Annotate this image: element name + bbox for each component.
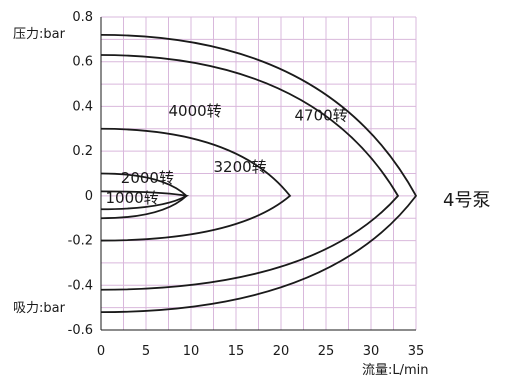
pump-label: 4号泵 (443, 190, 490, 211)
grid (100, 16, 417, 331)
x-tick-label: 10 (183, 344, 200, 359)
y-tick-label: 0.4 (72, 99, 93, 114)
x-tick-label: 30 (363, 344, 380, 359)
y-tick-label: -0.6 (68, 323, 93, 338)
y-axis-label-bottom: 吸力:bar (13, 301, 66, 316)
y-tick-label: 0.8 (72, 10, 93, 25)
curves (100, 33, 418, 314)
series-label: 4700转 (295, 106, 348, 124)
series-label: 1000转 (106, 189, 159, 207)
y-axis-label-top: 压力:bar (13, 27, 66, 42)
labels: 压力:bar 吸力:bar 流量:L/min 4号泵 1000转 2000转 320… (13, 27, 490, 378)
y-tick-label: 0 (85, 189, 93, 204)
x-tick-label: 35 (408, 344, 425, 359)
series-label: 4000转 (169, 102, 222, 120)
series-label: 2000转 (121, 169, 174, 187)
x-tick-label: 15 (228, 344, 245, 359)
series-line (100, 127, 292, 242)
series-label: 3200转 (214, 158, 267, 176)
y-tick-label: 0.2 (72, 144, 93, 159)
x-tick-label: 20 (273, 344, 290, 359)
x-tick-label: 0 (97, 344, 105, 359)
x-tick-label: 25 (318, 344, 335, 359)
series-line (100, 172, 188, 220)
series-line (100, 33, 418, 314)
y-tick-label: -0.2 (68, 234, 93, 249)
y-tick-label: -0.4 (68, 278, 93, 293)
y-tick-label: 0.6 (72, 55, 93, 70)
series-line (100, 54, 400, 291)
x-tick-label: 5 (142, 344, 150, 359)
x-axis-label: 流量:L/min (362, 363, 429, 378)
